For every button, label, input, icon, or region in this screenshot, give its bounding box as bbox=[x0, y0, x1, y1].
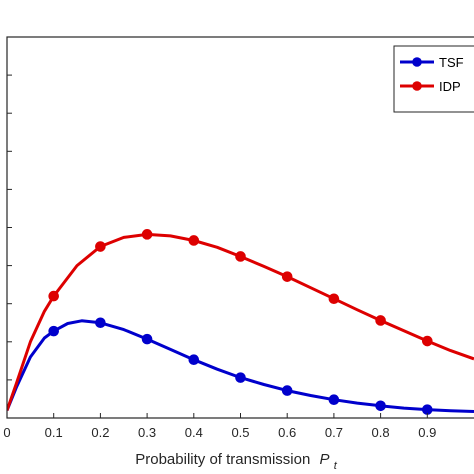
data-point-tsf bbox=[422, 404, 433, 415]
x-axis-label-symbol: P bbox=[320, 451, 330, 468]
data-point-tsf bbox=[235, 372, 246, 383]
x-tick-label: 0.1 bbox=[45, 425, 63, 440]
legend-marker-idp bbox=[412, 81, 422, 91]
data-point-idp bbox=[235, 251, 246, 262]
x-tick-label: 0.4 bbox=[185, 425, 203, 440]
legend: TSF IDP bbox=[393, 45, 474, 113]
x-tick-label: 0 bbox=[3, 425, 10, 440]
legend-label-idp: IDP bbox=[439, 79, 461, 94]
data-point-idp bbox=[95, 241, 106, 252]
data-point-idp bbox=[188, 235, 200, 246]
data-point-idp bbox=[48, 290, 60, 302]
data-point-idp bbox=[375, 315, 386, 326]
data-point-tsf bbox=[281, 385, 293, 396]
x-tick-label: 0.8 bbox=[372, 425, 390, 440]
data-point-tsf bbox=[328, 394, 340, 406]
x-tick-label: 0.7 bbox=[325, 425, 343, 440]
data-point-tsf bbox=[375, 400, 386, 412]
series-line-idp bbox=[7, 232, 474, 411]
legend-box bbox=[393, 45, 474, 113]
x-axis-label-subscript: t bbox=[334, 460, 338, 472]
legend-label-tsf: TSF bbox=[439, 55, 464, 70]
data-point-idp bbox=[422, 335, 433, 347]
legend-marker-tsf bbox=[412, 57, 422, 67]
x-axis-label-text: Probability of transmission bbox=[135, 451, 310, 468]
data-point-idp bbox=[281, 271, 293, 282]
x-tick-label: 0.2 bbox=[91, 425, 109, 440]
data-point-tsf bbox=[95, 317, 106, 329]
data-point-idp bbox=[141, 229, 153, 240]
series-line-tsf bbox=[7, 319, 474, 413]
plot-frame bbox=[6, 36, 474, 419]
data-point-tsf bbox=[48, 325, 60, 337]
x-tick-label: 0.3 bbox=[138, 425, 156, 440]
x-axis-label: Probability of transmission P t bbox=[135, 451, 337, 472]
data-point-idp bbox=[328, 293, 340, 305]
x-tick-label: 0.9 bbox=[418, 425, 436, 440]
x-tick-label: 0.5 bbox=[231, 425, 249, 440]
data-point-tsf bbox=[141, 333, 153, 345]
data-point-tsf bbox=[188, 354, 200, 366]
x-tick-label: 0.6 bbox=[278, 425, 296, 440]
